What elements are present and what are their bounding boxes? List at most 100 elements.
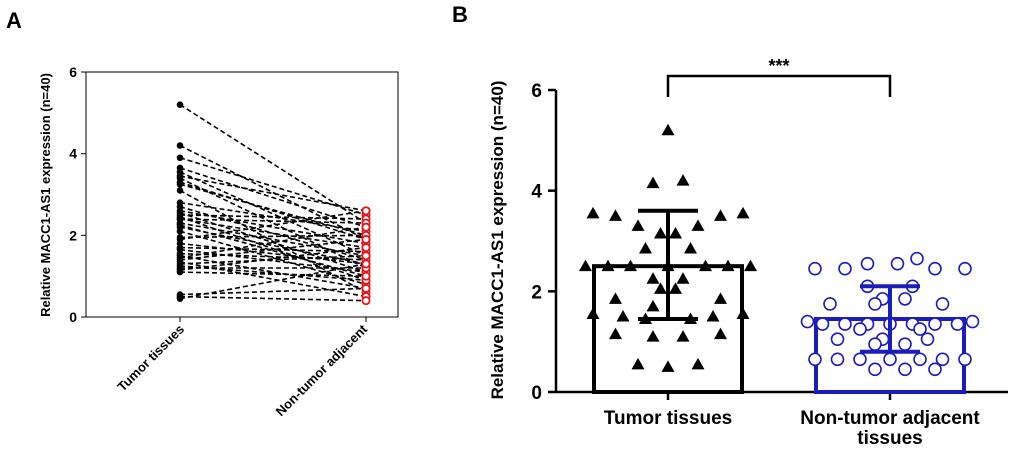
- significance-label: ***: [768, 56, 789, 76]
- panel-b-tumor-point: [714, 209, 727, 221]
- panel-a-normal-point: [361, 234, 371, 244]
- panel-b-tumor-point: [699, 259, 712, 272]
- panel-a-normal-point: [361, 206, 371, 216]
- panel-b-normal-point: [868, 362, 882, 377]
- panel-a-normal-point: [361, 271, 371, 281]
- panel-b-normal-point: [920, 332, 935, 346]
- panel-a-axes: 0 2 4 6: [69, 64, 399, 325]
- panel-b-tumor-point: [609, 292, 622, 304]
- panel-b-normal-point: [935, 352, 950, 367]
- panel-b-normal-point: [838, 317, 852, 331]
- panel-a-tumor-point: [176, 295, 184, 302]
- panel-a-pair-line: [179, 242, 367, 265]
- panel-b-tumor-point: [579, 259, 592, 272]
- panel-b-tumor-point: [646, 272, 660, 284]
- panel-b-y-tick-label: 2: [531, 282, 542, 303]
- panel-a-pair-line: [179, 271, 367, 277]
- panel-b-letter: B: [452, 2, 468, 27]
- panel-b-tumor-point: [586, 307, 600, 319]
- panel-b-tumor-point: [646, 330, 660, 342]
- panel-a-pair-line: [179, 181, 367, 241]
- panel-a-pair-line: [179, 144, 367, 241]
- panel-b-tumor-point: [661, 123, 675, 136]
- panel-a-pair-line: [179, 216, 367, 282]
- panel-b-tumor-point: [654, 282, 667, 294]
- panel-a-pair-line: [179, 201, 367, 233]
- panel-a-letter: A: [6, 8, 22, 33]
- panel-b-tumor-point: [609, 327, 622, 340]
- panel-b-y-tick-label: 6: [531, 81, 542, 102]
- panel-b-normal-point: [898, 362, 912, 377]
- panel-a-pair-line: [179, 287, 367, 296]
- panel-a-pair-line: [179, 175, 367, 212]
- panel-b-tumor-point: [691, 219, 705, 231]
- panel-a-pair-line: [179, 265, 367, 282]
- panel-b-tumor-point: [684, 242, 697, 254]
- panel-a-tumor-point: [176, 227, 184, 235]
- panel-b-y-axis-label: Relative MACC1-AS1 expression (n=40): [488, 81, 507, 400]
- panel-b-tumor-point: [669, 226, 682, 239]
- panel-b-normal-point: [910, 251, 924, 266]
- panel-b-tumor-point: [631, 219, 645, 231]
- panel-a-pair-line: [179, 171, 367, 257]
- panel-b-y-tick-label: 4: [531, 182, 542, 203]
- panel-b-tumor-point: [744, 259, 757, 272]
- panel-b-normal-point: [838, 261, 852, 276]
- panel-b: B 0 2 4 6 *** Relative MACC1-AS1 expression…: [452, 2, 1008, 449]
- panel-a-normal-point: [361, 296, 371, 306]
- panel-a-plot-frame: [85, 71, 399, 318]
- panel-b-normal-point: [928, 261, 942, 276]
- panel-b-tumor-point: [721, 259, 735, 272]
- panel-a-y-tick-label: 4: [69, 146, 77, 162]
- panel-a-normal-point: [361, 259, 371, 269]
- panel-b-normal-point: [965, 314, 980, 329]
- panel-b-points: [579, 123, 980, 377]
- panel-b-normal-point: [890, 256, 905, 271]
- panel-b-normal-point: [808, 352, 822, 367]
- panel-b-tumor-point: [676, 272, 690, 284]
- panel-a-pair-line: [179, 234, 367, 239]
- panel-a-normal-point: [361, 251, 371, 261]
- panel-a-pair-line: [179, 254, 367, 265]
- panel-a-pair-line: [179, 252, 367, 261]
- panel-b-tumor-point: [669, 282, 682, 294]
- panel-a-pair-line: [179, 156, 367, 216]
- panel-b-tumor-point: [639, 242, 652, 254]
- panel-b-tumor-point: [624, 259, 637, 272]
- panel-b-normal-point: [815, 317, 830, 331]
- panel-b-normal-point: [928, 362, 942, 377]
- panel-b-tumor-point: [646, 299, 660, 312]
- panel-a-pair-line: [179, 167, 367, 228]
- panel-a-tumor-point: [176, 101, 184, 108]
- panel-a-y-tick-label: 2: [69, 227, 77, 243]
- panel-b-normal-point: [883, 352, 897, 367]
- panel-b-tumor-point: [676, 174, 690, 186]
- panel-a-tumor-point: [176, 268, 184, 276]
- panel-b-normal-point: [958, 261, 972, 276]
- panel-b-tumor-point: [609, 209, 622, 221]
- panel-a-pair-line: [179, 238, 367, 261]
- panel-b-normal-point: [868, 337, 882, 351]
- panel-b-tumor-point: [736, 307, 750, 319]
- panel-b-normal-point: [853, 352, 867, 367]
- panel-a-tumor-point: [176, 142, 184, 149]
- panel-a-pair-line: [179, 246, 367, 271]
- panel-b-normal-point: [898, 337, 912, 351]
- panel-b-normal-point: [898, 292, 912, 306]
- panel-b-normal-point: [860, 256, 875, 271]
- panel-b-tumor-point: [714, 292, 727, 304]
- panel-b-tumor-point: [586, 206, 600, 219]
- panel-b-tumor-point: [706, 310, 720, 322]
- panel-a-pair-line: [179, 212, 367, 273]
- panel-b-normal-point: [830, 352, 845, 367]
- panel-b-normal-point: [808, 261, 822, 276]
- panel-b-tumor-point: [691, 357, 705, 370]
- panel-b-normal-point: [823, 297, 837, 311]
- panel-a-tumor-point: [176, 180, 184, 188]
- panel-a-y-tick-label: 6: [69, 64, 77, 80]
- panel-a-pair-line: [179, 103, 367, 224]
- panel-b-tumor-point: [714, 327, 727, 340]
- panel-b-significance: ***: [666, 56, 892, 97]
- panel-a-category-label-tumor: Tumor tissues: [114, 322, 187, 395]
